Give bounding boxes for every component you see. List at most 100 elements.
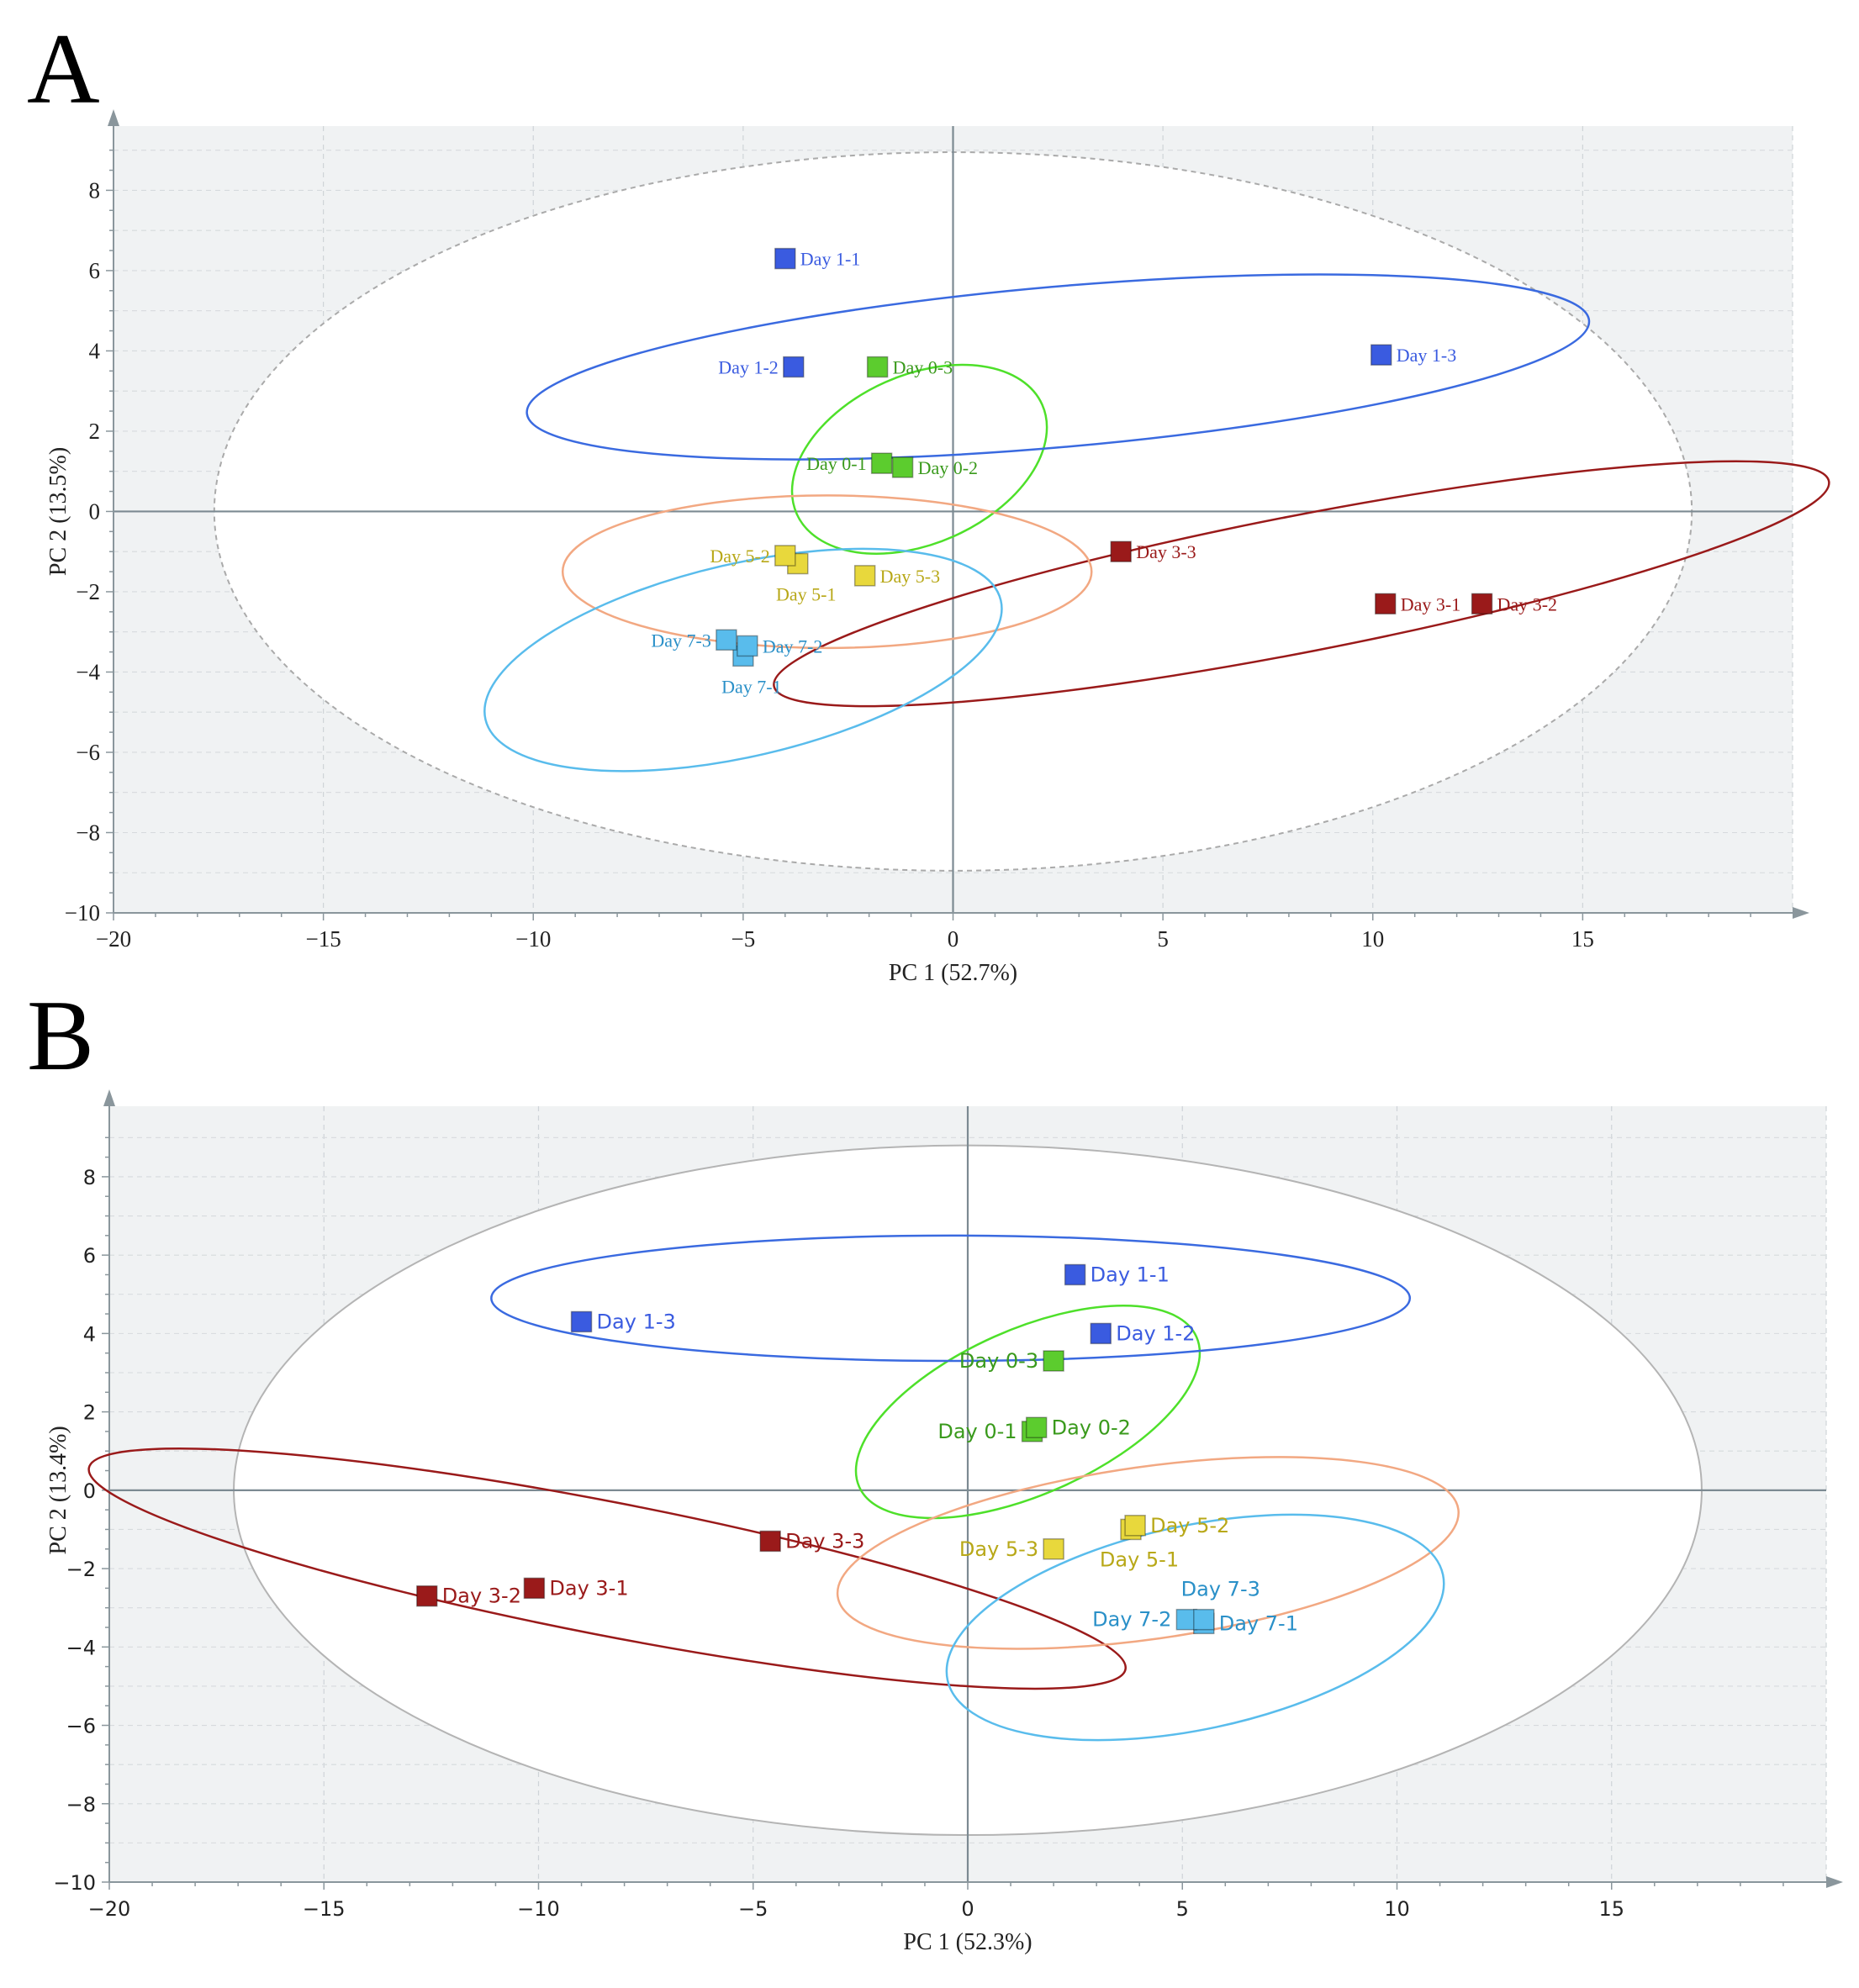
y-tick-label: 0 [83,1479,96,1503]
x-tick-label: 15 [1598,1897,1624,1921]
y-tick-label: −8 [66,1793,96,1817]
data-point [891,456,914,478]
ellipse-day-0 [854,1304,1201,1520]
data-point [1090,1322,1112,1345]
x-tick-label: −20 [96,926,131,952]
ellipse-day-0 [790,363,1048,555]
axis-ticks [102,1136,1784,1890]
x-tick-label: 10 [1361,926,1384,952]
data-point-label: Day 7-2 [1092,1608,1171,1632]
data-point-label: Day 5-2 [1150,1514,1229,1537]
data-point [1025,1416,1048,1439]
y-tick-label: −10 [65,900,100,925]
y-tick-label: 8 [83,1166,96,1189]
data-point [523,1577,546,1600]
data-point-label: Day 3-2 [442,1585,521,1608]
data-point-label: Day 1-3 [1397,345,1456,366]
y-tick-label: −10 [53,1871,96,1895]
data-point-label: Day 1-3 [597,1310,676,1333]
data-point-label: Day 3-3 [1136,541,1196,562]
x-tick-label: 5 [1176,1897,1189,1921]
ellipse-day-5 [836,1456,1460,1650]
y-tick-label: −2 [66,1558,96,1581]
data-point-label: Day 0-3 [893,357,953,378]
ellipse-day-3 [773,460,1830,708]
data-point [416,1585,438,1607]
data-point-label: Day 0-2 [1052,1416,1131,1439]
data-point-label: Day 3-1 [549,1576,628,1600]
data-point [737,635,758,657]
y-tick-label: 2 [89,419,101,444]
x-tick-label: −5 [731,926,756,952]
x-axis-title: PC 1 (52.3%) [903,1929,1032,1955]
data-point [759,1530,781,1553]
data-point [1043,1350,1064,1372]
ellipse-day-5 [561,494,1093,650]
data-point-label: Day 3-2 [1497,593,1557,614]
ellipse-day-3 [87,1447,1127,1690]
x-tick-label: −10 [517,1897,560,1921]
data-point [774,247,796,270]
panel-b-letter: B [27,979,95,1091]
data-point-label: Day 1-2 [1116,1321,1195,1345]
x-tick-label: −5 [738,1897,768,1921]
data-point-label: Day 1-2 [718,357,778,378]
data-point [853,565,876,587]
y-tick-label: 8 [89,177,101,203]
x-tick-label: 15 [1571,926,1594,952]
ellipse-day-1 [525,273,1591,461]
y-tick-label: −6 [76,740,100,765]
data-point-label: Day 0-2 [918,457,978,478]
data-point [716,629,737,651]
x-tick-label: −10 [515,926,551,952]
data-point-label: Day 3-1 [1401,593,1460,614]
x-tick-label: 10 [1384,1897,1410,1921]
ellipse-day-7 [483,547,1003,773]
y-axis-title: PC 2 (13.5%) [45,447,71,576]
x-tick-label: −15 [303,1897,346,1921]
y-tick-label: −8 [76,820,100,845]
data-point-label: Day 7-3 [1181,1578,1260,1601]
data-point [1110,541,1132,562]
data-point-label: Day 5-3 [959,1537,1038,1561]
data-point-label: Day 5-3 [880,566,940,587]
data-point-label: Day 7-3 [651,630,710,651]
data-point-label: Day 0-1 [806,453,866,474]
x-tick-label: −20 [88,1897,131,1921]
data-point-label: Day 7-2 [763,635,822,657]
data-point-label: Day 5-1 [776,584,836,605]
x-tick-label: 0 [948,926,959,952]
data-point [783,356,805,378]
data-point [1175,1608,1198,1631]
data-point [1370,344,1392,366]
axis-ticks [106,149,1751,920]
y-axis-arrow [103,1089,115,1106]
data-point-label: Day 5-1 [1100,1548,1179,1571]
data-point-label: Day 7-1 [721,676,781,697]
data-point-label: Day 1-1 [1091,1263,1170,1286]
y-tick-label: −4 [76,659,100,684]
y-tick-label: 4 [89,338,101,363]
x-tick-label: −15 [306,926,341,952]
pca-plot-a: −20 −15 −10 −5 0 5 10 15 8 6 4 2 0 −2 −4 −6 −8 −10 PC 1 (5… [45,109,1830,986]
data-point [1374,593,1397,615]
data-point-label: Day 0-3 [959,1349,1038,1373]
data-point [1193,1608,1215,1631]
data-point-label: Day 3-3 [785,1529,864,1553]
y-tick-label: 2 [83,1401,96,1425]
x-axis-title: PC 1 (52.7%) [889,960,1017,986]
y-axis-arrow [108,109,119,126]
data-point-label: Day 7-1 [1219,1611,1298,1635]
x-axis-arrow [1826,1876,1843,1888]
data-point [570,1310,593,1333]
ellipse-day-7 [945,1513,1445,1742]
y-tick-label: −4 [66,1636,96,1659]
data-point-label: Day 5-2 [710,546,769,567]
data-point [1043,1538,1064,1560]
y-tick-label: 6 [89,258,101,283]
y-tick-label: −2 [76,579,100,604]
data-point [1064,1263,1086,1286]
data-point-label: Day 0-1 [937,1420,1017,1443]
y-tick-label: 4 [83,1322,96,1346]
